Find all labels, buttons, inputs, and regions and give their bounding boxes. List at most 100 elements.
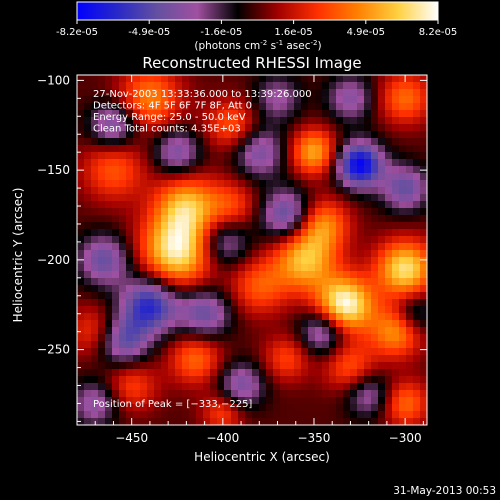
- colorbar-ticks: -8.2e-05 -4.9e-05 -1.6e-05 1.6e-05 4.9e-05 8.…: [56, 20, 457, 38]
- heatmap-cell: [182, 348, 190, 356]
- heatmap-cell: [350, 180, 358, 188]
- heatmap-cell: [343, 117, 351, 125]
- heatmap-cell: [245, 138, 253, 146]
- heatmap-cell: [322, 362, 330, 370]
- heatmap-cell: [266, 103, 274, 111]
- heatmap-cell: [343, 327, 351, 335]
- heatmap-cell: [238, 96, 246, 104]
- heatmap-cell: [175, 362, 183, 370]
- heatmap-cell: [357, 327, 365, 335]
- heatmap-cell: [385, 145, 393, 153]
- heatmap-cell: [357, 313, 365, 321]
- heatmap-cell: [224, 306, 232, 314]
- heatmap-cell: [273, 320, 281, 328]
- heatmap-cell: [252, 82, 260, 90]
- heatmap-cell: [385, 271, 393, 279]
- heatmap-cell: [147, 362, 155, 370]
- heatmap-cell: [322, 376, 330, 384]
- heatmap-cell: [182, 376, 190, 384]
- heatmap-cell: [357, 383, 365, 391]
- heatmap-cell: [259, 131, 267, 139]
- heatmap-cell: [378, 131, 386, 139]
- heatmap-cell: [287, 89, 295, 97]
- heatmap-cell: [287, 271, 295, 279]
- heatmap-cell: [105, 145, 113, 153]
- heatmap-cell: [77, 334, 85, 342]
- heatmap-cell: [308, 131, 316, 139]
- heatmap-cell: [98, 138, 106, 146]
- heatmap-cell: [392, 418, 400, 425]
- heatmap-cell: [273, 82, 281, 90]
- heatmap-cell: [329, 75, 337, 83]
- heatmap-cell: [133, 292, 141, 300]
- heatmap-cell: [140, 82, 148, 90]
- heatmap-cell: [196, 152, 204, 160]
- heatmap-cell: [119, 320, 127, 328]
- heatmap-cell: [336, 124, 344, 132]
- heatmap-cell: [287, 194, 295, 202]
- heatmap-cell: [364, 145, 372, 153]
- heatmap-cell: [182, 264, 190, 272]
- heatmap-cell: [287, 75, 295, 83]
- heatmap-cell: [119, 236, 127, 244]
- heatmap-cell: [343, 236, 351, 244]
- heatmap-cell: [413, 229, 421, 237]
- heatmap-cell: [406, 313, 414, 321]
- heatmap-cell: [133, 411, 141, 419]
- heatmap-cell: [119, 103, 127, 111]
- heatmap-cell: [357, 145, 365, 153]
- heatmap-cell: [371, 82, 379, 90]
- heatmap-cell: [420, 145, 427, 153]
- heatmap-cell: [357, 236, 365, 244]
- heatmap-cell: [84, 348, 92, 356]
- heatmap-cell: [245, 173, 253, 181]
- heatmap-cell: [112, 215, 120, 223]
- heatmap-cell: [259, 355, 267, 363]
- heatmap-cell: [364, 271, 372, 279]
- heatmap-cell: [112, 264, 120, 272]
- heatmap-cell: [371, 187, 379, 195]
- heatmap-cell: [273, 376, 281, 384]
- heatmap-cell: [217, 159, 225, 167]
- heatmap-cell: [308, 257, 316, 265]
- heatmap-cell: [133, 278, 141, 286]
- heatmap-cell: [364, 208, 372, 216]
- heatmap-cell: [266, 187, 274, 195]
- heatmap-cell: [378, 376, 386, 384]
- heatmap-cell: [336, 208, 344, 216]
- y-tick-label: −250: [37, 343, 70, 357]
- heatmap-cell: [336, 362, 344, 370]
- heatmap-cell: [245, 341, 253, 349]
- heatmap-cell: [315, 159, 323, 167]
- heatmap-cell: [77, 96, 85, 104]
- colorbar-frame: [76, 1, 439, 21]
- heatmap-cell: [315, 89, 323, 97]
- heatmap-cell: [154, 271, 162, 279]
- heatmap-cell: [126, 229, 134, 237]
- heatmap-cell: [161, 271, 169, 279]
- heatmap-cell: [154, 243, 162, 251]
- heatmap-cell: [280, 96, 288, 104]
- heatmap-cell: [343, 180, 351, 188]
- heatmap-cell: [168, 369, 176, 377]
- heatmap-cell: [420, 222, 427, 230]
- heatmap-cell: [385, 278, 393, 286]
- heatmap-cell: [413, 390, 421, 398]
- heatmap-cell: [126, 208, 134, 216]
- heatmap-cell: [147, 313, 155, 321]
- heatmap-cell: [245, 278, 253, 286]
- annotation-line: Clean Total counts: 4.35E+03: [93, 124, 241, 135]
- heatmap-cell: [273, 243, 281, 251]
- heatmap-cell: [266, 257, 274, 265]
- heatmap-cell: [238, 243, 246, 251]
- heatmap-cell: [301, 285, 309, 293]
- heatmap-cell: [217, 236, 225, 244]
- heatmap-cell: [105, 152, 113, 160]
- heatmap-cell: [364, 82, 372, 90]
- heatmap-cell: [371, 138, 379, 146]
- heatmap-cell: [98, 96, 106, 104]
- heatmap-cell: [392, 390, 400, 398]
- heatmap-cell: [98, 117, 106, 125]
- heatmap-cell: [392, 313, 400, 321]
- heatmap-cell: [231, 334, 239, 342]
